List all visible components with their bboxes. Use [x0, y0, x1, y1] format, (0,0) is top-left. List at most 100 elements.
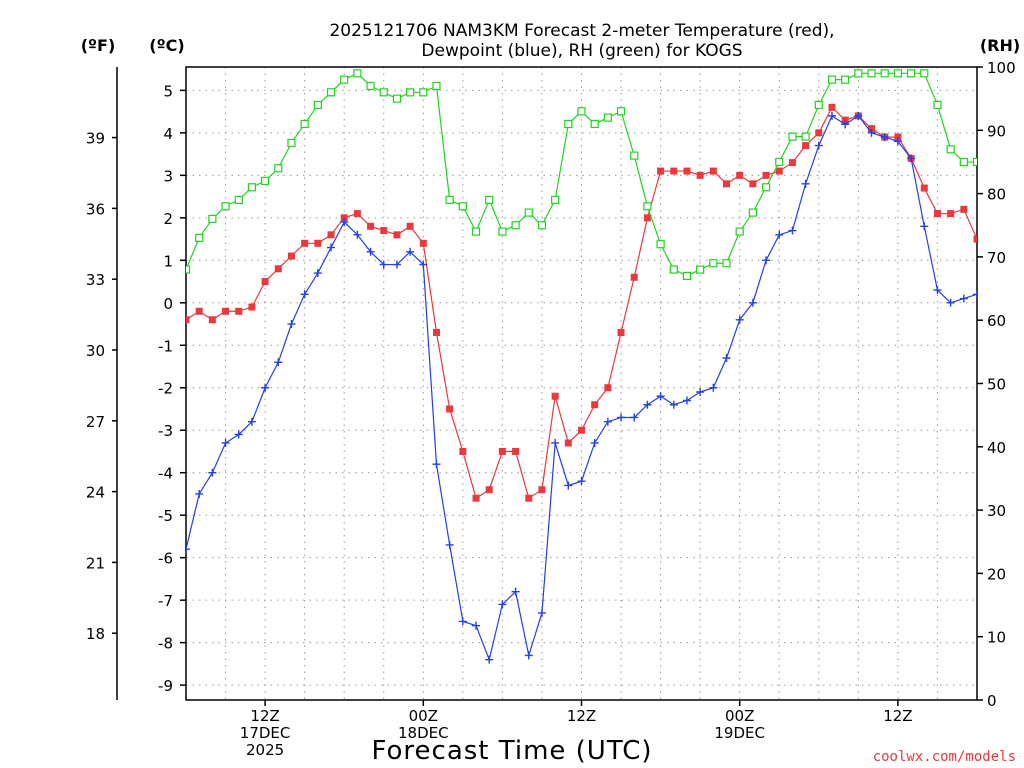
dewpoint-point — [406, 247, 415, 256]
rh-point — [841, 75, 850, 84]
fahrenheit-axis-label: (ºF) — [81, 36, 116, 55]
dewpoint-point — [617, 413, 626, 422]
dewpoint-point — [590, 438, 599, 447]
dewpoint-point — [498, 600, 507, 609]
fahrenheit-tick-label: 18 — [86, 625, 105, 643]
temperature-point — [775, 167, 783, 175]
rh-point — [814, 100, 823, 110]
dewpoint-point — [419, 260, 428, 269]
rh-point — [748, 208, 757, 217]
celsius-tick-label: -1 — [158, 337, 173, 355]
rh-point — [616, 107, 626, 116]
x-tick-label: 12Z — [883, 707, 912, 725]
temperature-point — [340, 214, 348, 222]
temperature-point — [709, 167, 717, 175]
celsius-tick-label: -2 — [158, 380, 173, 398]
dewpoint-point — [696, 387, 705, 396]
temperature-series — [186, 103, 977, 502]
grid — [186, 67, 977, 700]
temperature-point — [248, 303, 256, 311]
dewpoint-point — [801, 179, 810, 188]
temperature-point — [261, 278, 269, 286]
temperature-point — [578, 426, 585, 434]
temperature-point — [736, 171, 744, 179]
rh-point — [261, 176, 270, 186]
temperature-point — [459, 447, 467, 455]
dewpoint-point — [537, 608, 546, 617]
dewpoint-point — [340, 218, 349, 227]
axes — [112, 66, 983, 706]
celsius-tick-label: 1 — [163, 252, 173, 270]
rh-point — [326, 88, 336, 97]
dewpoint-point — [775, 230, 784, 239]
temperature-point — [327, 231, 335, 239]
temperature-point — [393, 231, 401, 239]
credit-label: coolwx.com/models — [873, 749, 1016, 765]
rh-tick-label: 50 — [987, 376, 1006, 394]
celsius-tick-label: -5 — [158, 507, 173, 525]
chart-title-line-2: Dewpoint (blue), RH (green) for KOGS — [421, 41, 742, 61]
dewpoint-point — [432, 460, 441, 469]
temperature-point — [419, 239, 427, 247]
temperature-point — [643, 214, 651, 222]
rh-point — [392, 94, 402, 103]
temperature-point — [828, 103, 836, 111]
rh-point — [643, 202, 652, 211]
temperature-point — [186, 316, 190, 324]
rh-tick-label: 0 — [987, 692, 997, 710]
rh-point — [590, 119, 599, 129]
x-tick-label: 12Z — [250, 707, 279, 725]
rh-tick-label: 20 — [987, 565, 1006, 583]
rh-point — [498, 227, 507, 236]
dewpoint-point — [656, 392, 665, 401]
dewpoint-point — [893, 137, 902, 146]
dewpoint-point — [630, 413, 639, 422]
fahrenheit-tick-label: 30 — [86, 342, 105, 360]
data-series — [186, 69, 977, 664]
rh-point — [221, 202, 230, 211]
rh-point — [186, 265, 191, 274]
temperature-point — [960, 205, 968, 213]
temperature-point — [353, 210, 361, 218]
rh-point — [722, 259, 731, 268]
rh-point — [630, 151, 639, 160]
temperature-point — [933, 210, 941, 218]
rh-tick-label: 30 — [987, 502, 1006, 520]
celsius-axis-label: (ºC) — [149, 36, 184, 55]
dewpoint-point — [195, 489, 204, 498]
rh-point — [524, 208, 533, 217]
dewpoint-point — [933, 286, 942, 295]
rh-point — [682, 271, 692, 280]
dewpoint-point — [261, 383, 270, 392]
dewpoint-series — [186, 111, 977, 664]
dewpoint-point — [946, 298, 955, 307]
dewpoint-point — [907, 154, 916, 163]
temperature-point — [617, 329, 625, 337]
temperature-point — [235, 307, 243, 315]
dewpoint-point — [327, 243, 336, 252]
dewpoint-point — [208, 468, 217, 477]
x-axis-title: Forecast Time (UTC) — [371, 736, 652, 766]
rh-axis-label: (RH) — [980, 36, 1020, 55]
dewpoint-point — [867, 128, 876, 137]
celsius-tick-label: 5 — [163, 82, 173, 100]
x-tick-label: 18DEC — [398, 724, 449, 742]
dewpoint-point — [221, 438, 230, 447]
dewpoint-point — [920, 222, 929, 231]
dewpoint-point — [186, 545, 190, 554]
temperature-point — [287, 252, 295, 260]
rh-point — [379, 88, 388, 97]
rh-point — [775, 157, 784, 167]
dewpoint-point — [603, 417, 612, 426]
fahrenheit-tick-label: 27 — [86, 413, 105, 431]
temperature-point — [841, 116, 849, 124]
rh-point — [313, 100, 322, 110]
dewpoint-point — [472, 621, 481, 630]
dewpoint-point — [353, 230, 362, 239]
rh-point — [274, 164, 283, 173]
rh-tick-label: 60 — [987, 312, 1006, 330]
rh-point — [933, 100, 942, 110]
rh-point — [761, 183, 771, 192]
chart-title-line-1: 2025121706 NAM3KM Forecast 2-meter Tempe… — [329, 21, 834, 41]
